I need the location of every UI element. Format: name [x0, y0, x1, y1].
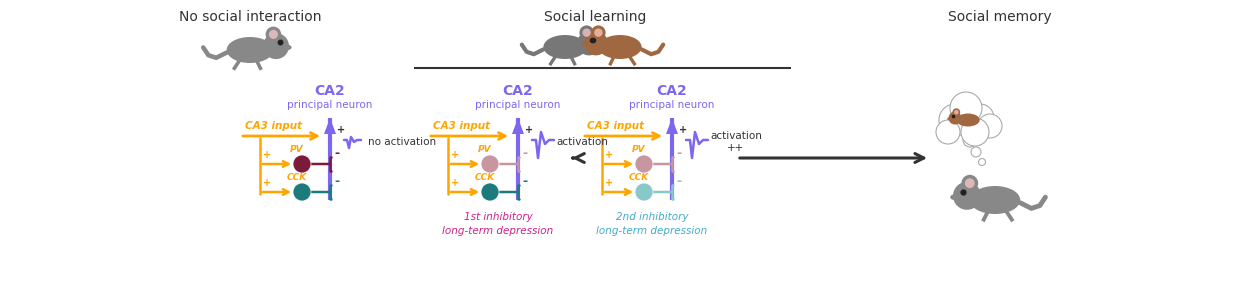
Circle shape — [954, 182, 981, 210]
Circle shape — [481, 155, 498, 173]
Circle shape — [950, 92, 982, 124]
Circle shape — [961, 175, 978, 192]
Circle shape — [591, 25, 605, 40]
Text: Social memory: Social memory — [949, 10, 1052, 24]
Polygon shape — [324, 118, 336, 134]
Text: -: - — [676, 147, 681, 160]
Text: +: + — [605, 178, 613, 188]
Text: CA3 input: CA3 input — [587, 121, 644, 131]
Circle shape — [635, 155, 653, 173]
Circle shape — [961, 118, 990, 146]
Text: CA2: CA2 — [657, 84, 687, 98]
Circle shape — [577, 31, 601, 55]
Text: principal neuron: principal neuron — [630, 100, 714, 110]
Text: Social learning: Social learning — [544, 10, 646, 24]
Text: 2nd inhibitory
long-term depression: 2nd inhibitory long-term depression — [596, 212, 708, 236]
Text: +: + — [263, 150, 272, 160]
Text: No social interaction: No social interaction — [179, 10, 321, 24]
Circle shape — [952, 108, 960, 116]
Text: +: + — [605, 150, 613, 160]
Circle shape — [978, 158, 986, 166]
Ellipse shape — [970, 186, 1021, 214]
Polygon shape — [666, 118, 678, 134]
Text: CCK: CCK — [629, 173, 649, 182]
Text: +: + — [451, 150, 459, 160]
Circle shape — [966, 104, 994, 132]
Polygon shape — [512, 118, 525, 134]
Text: -: - — [334, 147, 339, 160]
Text: CA2: CA2 — [315, 84, 346, 98]
Circle shape — [594, 28, 603, 37]
Circle shape — [481, 183, 498, 201]
Text: PV: PV — [479, 145, 492, 154]
Text: PV: PV — [632, 145, 646, 154]
Ellipse shape — [956, 113, 980, 127]
Circle shape — [936, 120, 960, 144]
Circle shape — [293, 183, 311, 201]
Ellipse shape — [543, 35, 587, 59]
Ellipse shape — [582, 42, 589, 47]
Circle shape — [971, 147, 981, 157]
Text: -: - — [522, 175, 527, 188]
Text: +: + — [263, 178, 272, 188]
Circle shape — [293, 155, 311, 173]
Ellipse shape — [950, 194, 959, 200]
Circle shape — [269, 30, 278, 39]
Text: CA3 input: CA3 input — [246, 121, 303, 131]
Circle shape — [963, 133, 977, 147]
Circle shape — [584, 31, 608, 55]
Ellipse shape — [947, 117, 951, 120]
Text: -: - — [334, 175, 339, 188]
Circle shape — [978, 114, 1002, 138]
Ellipse shape — [599, 35, 641, 59]
Text: +: + — [451, 178, 459, 188]
Circle shape — [965, 178, 975, 188]
Text: principal neuron: principal neuron — [288, 100, 373, 110]
Ellipse shape — [596, 42, 604, 47]
Text: CA3 input: CA3 input — [433, 121, 490, 131]
Circle shape — [583, 28, 590, 37]
Circle shape — [635, 183, 653, 201]
Circle shape — [263, 33, 289, 59]
Text: CA2: CA2 — [502, 84, 533, 98]
Text: -: - — [522, 147, 527, 160]
Text: activation
++: activation ++ — [711, 131, 761, 153]
Text: principal neuron: principal neuron — [475, 100, 560, 110]
Text: +: + — [525, 125, 533, 135]
Text: +: + — [680, 125, 687, 135]
Text: PV: PV — [290, 145, 304, 154]
Circle shape — [579, 25, 594, 40]
Text: +: + — [337, 125, 345, 135]
Text: 1st inhibitory
long-term depression: 1st inhibitory long-term depression — [443, 212, 553, 236]
Circle shape — [265, 27, 281, 42]
Text: activation: activation — [556, 137, 608, 147]
Text: CCK: CCK — [475, 173, 495, 182]
Ellipse shape — [284, 45, 291, 50]
Ellipse shape — [227, 37, 273, 63]
Text: no activation: no activation — [368, 137, 436, 147]
Text: -: - — [676, 175, 681, 188]
Circle shape — [939, 104, 971, 136]
Circle shape — [954, 110, 959, 115]
Circle shape — [949, 111, 961, 125]
Text: CCK: CCK — [286, 173, 308, 182]
